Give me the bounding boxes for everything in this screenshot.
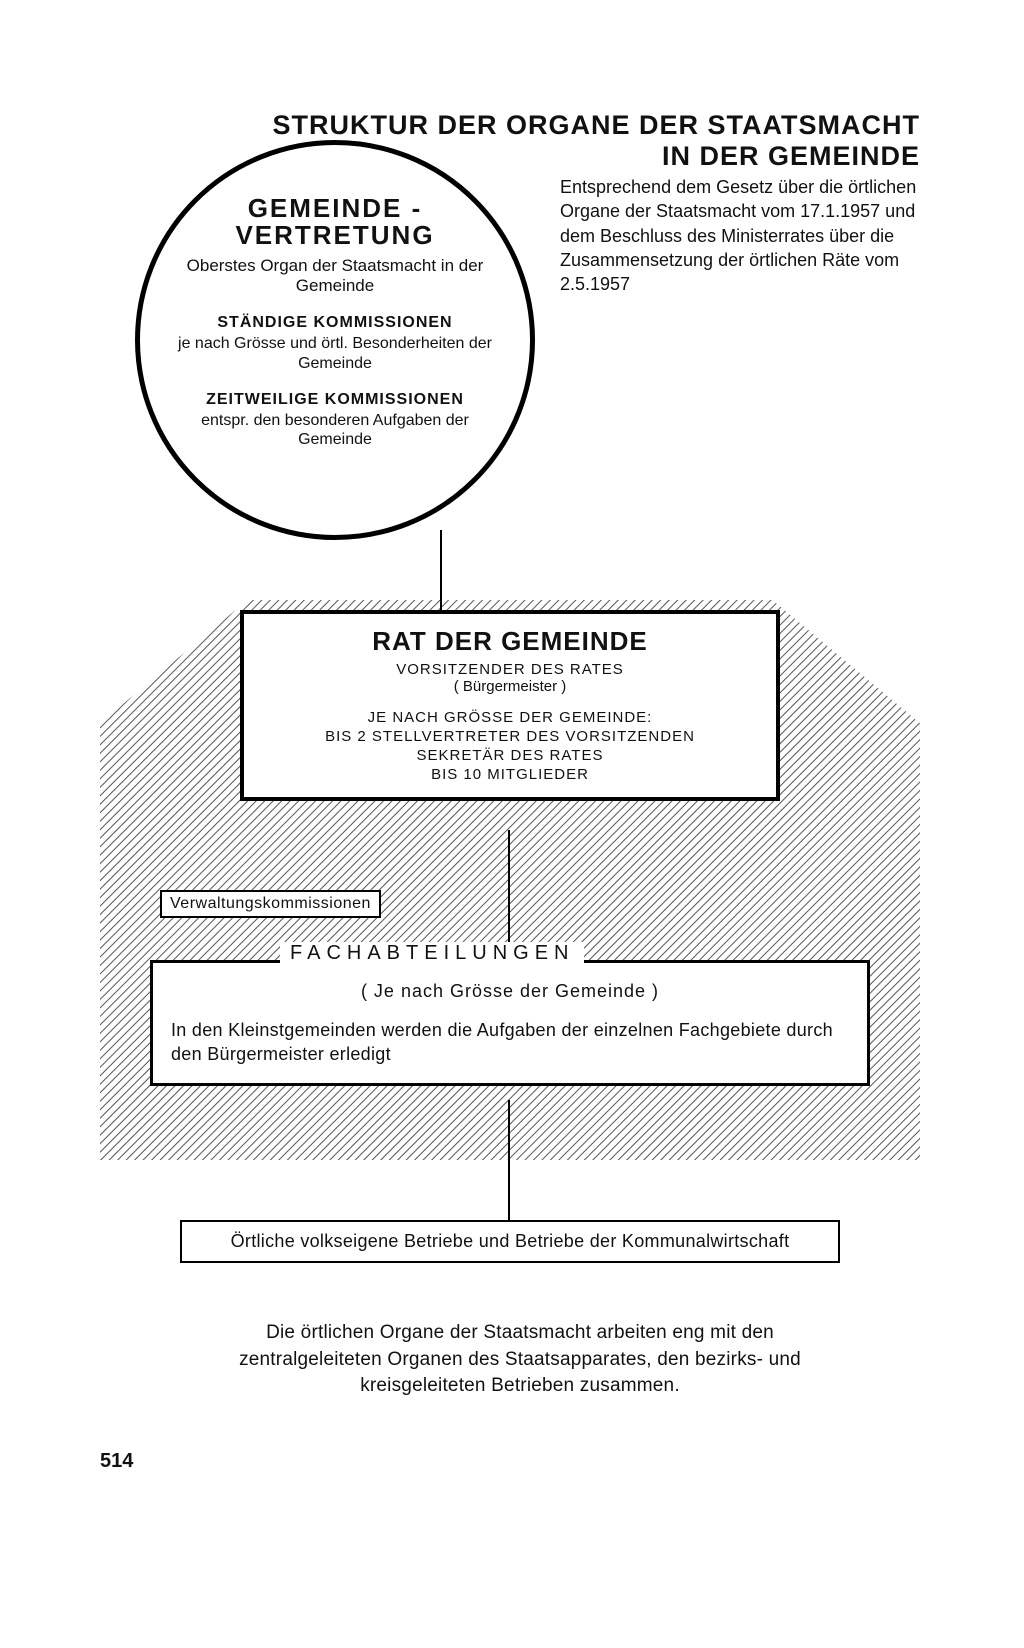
rat-line6: BIS 10 MITGLIEDER	[254, 766, 766, 783]
rat-line1: VORSITZENDER DES RATES	[254, 661, 766, 678]
circle-sec1-head: STÄNDIGE KOMMISSIONEN	[170, 314, 500, 332]
rat-line3: JE NACH GRÖSSE DER GEMEINDE:	[254, 709, 766, 726]
footnote: Die örtlichen Organe der Staatsmacht arb…	[210, 1320, 830, 1400]
connector-rat-fach	[508, 830, 510, 960]
verwaltungskommissionen-label: Verwaltungskommissionen	[160, 890, 381, 918]
fachabteilungen-node: ( Je nach Grösse der Gemeinde ) In den K…	[150, 960, 870, 1086]
diagram-page: STRUKTUR DER ORGANE DER STAATSMACHT IN D…	[100, 110, 920, 172]
circle-sec2-head: ZEITWEILIGE KOMMISSIONEN	[170, 391, 500, 409]
rat-line4: BIS 2 STELLVERTRETER DES VORSITZENDEN	[254, 728, 766, 745]
betriebe-node: Örtliche volkseigene Betriebe und Betrie…	[180, 1220, 840, 1263]
connector-fach-betriebe	[508, 1100, 510, 1220]
fach-body: In den Kleinstgemeinden werden die Aufga…	[171, 1018, 849, 1067]
page-title: STRUKTUR DER ORGANE DER STAATSMACHT IN D…	[100, 110, 920, 172]
circle-heading-1: GEMEINDE -	[170, 195, 500, 222]
rat-line5: SEKRETÄR DES RATES	[254, 747, 766, 764]
title-line-1: STRUKTUR DER ORGANE DER STAATSMACHT	[100, 110, 920, 141]
rat-der-gemeinde-node: RAT DER GEMEINDE VORSITZENDER DES RATES …	[240, 610, 780, 801]
fachabteilungen-title: FACHABTEILUNGEN	[280, 942, 584, 965]
fach-sub: ( Je nach Grösse der Gemeinde )	[171, 981, 849, 1002]
page-number: 514	[100, 1450, 133, 1473]
circle-sec2-body: entspr. den besonderen Auf­gaben der Gem…	[170, 411, 500, 449]
circle-sec1-body: je nach Grösse und örtl. Beson­derheiten…	[170, 334, 500, 372]
circle-heading-2: VERTRETUNG	[170, 222, 500, 249]
circle-subtitle: Oberstes Organ der Staatsmacht in der Ge…	[170, 256, 500, 297]
title-line-2: IN DER GEMEINDE	[100, 141, 920, 172]
rat-line2: ( Bürgermeister )	[254, 678, 766, 695]
gemeindevertretung-node: GEMEINDE - VERTRETUNG Oberstes Organ der…	[135, 140, 535, 540]
rat-heading: RAT DER GEMEINDE	[254, 626, 766, 657]
legal-reference: Entsprechend dem Gesetz über die örtlich…	[560, 175, 950, 296]
